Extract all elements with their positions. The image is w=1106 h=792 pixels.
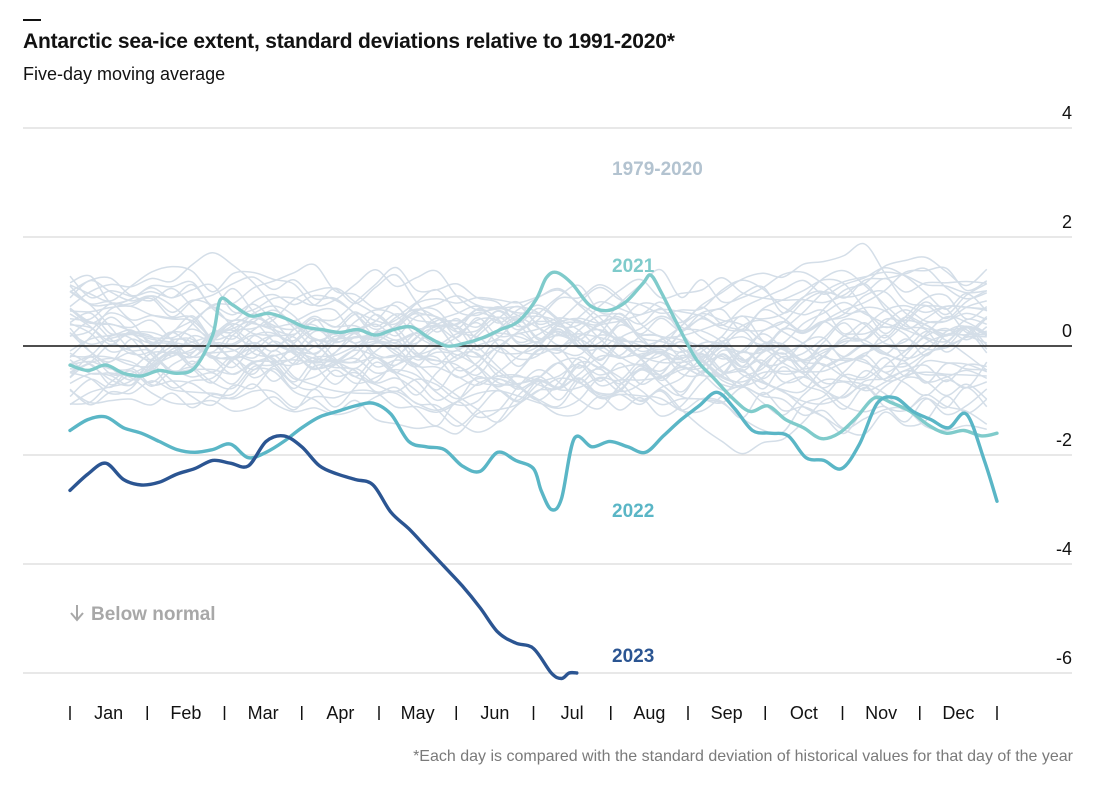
history-line xyxy=(69,279,988,416)
label-2021: 2021 xyxy=(612,256,655,277)
history-line xyxy=(69,353,988,416)
x-tick-label: Jul xyxy=(561,703,584,723)
series-labels: 1979-2020 2021 2022 2023 Below normal xyxy=(70,159,703,667)
label-2022: 2022 xyxy=(612,501,654,522)
history-line xyxy=(69,290,988,408)
gridlines xyxy=(23,127,1072,674)
x-tick-label: Feb xyxy=(170,703,201,723)
y-tick-label: -4 xyxy=(1056,539,1072,559)
y-tick-label: 0 xyxy=(1062,321,1072,341)
y-tick-labels: 4 2 0 -2 -4 -6 xyxy=(1056,103,1072,668)
annotation-text: Below normal xyxy=(91,604,216,625)
x-tick-label: Nov xyxy=(865,703,897,723)
x-tick-label: Sep xyxy=(711,703,743,723)
history-line xyxy=(69,329,987,432)
history-line xyxy=(69,242,987,362)
x-tick-label: Aug xyxy=(633,703,665,723)
history-line xyxy=(69,278,988,387)
footnote: *Each day is compared with the standard … xyxy=(413,748,1073,765)
x-tick-label: Apr xyxy=(326,703,354,723)
y-tick-label: 4 xyxy=(1062,103,1072,123)
y-tick-label: 2 xyxy=(1062,212,1072,232)
series-line-2021 xyxy=(68,270,999,441)
x-tick-label: Oct xyxy=(790,703,818,723)
y-tick-label: -6 xyxy=(1056,648,1072,668)
history-line xyxy=(69,304,987,405)
history-line xyxy=(69,271,987,387)
history-line xyxy=(69,319,988,401)
x-axis: Jan Feb Mar Apr May Jun Jul Aug Sep Oct Nov Dec xyxy=(69,703,998,723)
below-normal-annotation: Below normal xyxy=(70,604,216,625)
chart-subtitle: Five-day moving average xyxy=(23,64,226,84)
x-tick-label: Jan xyxy=(94,703,123,723)
y-tick-label: -2 xyxy=(1056,430,1072,450)
x-tick-label: Jun xyxy=(480,703,509,723)
x-tick-label: May xyxy=(401,703,435,723)
history-label: 1979-2020 xyxy=(612,159,703,180)
series-line-2022 xyxy=(68,390,999,512)
history-line xyxy=(69,290,988,390)
series-lines xyxy=(68,270,999,681)
history-line xyxy=(69,266,988,388)
history-line xyxy=(69,303,987,435)
label-2023: 2023 xyxy=(612,646,654,667)
x-tick-label: Mar xyxy=(248,703,279,723)
history-line xyxy=(69,277,987,375)
historical-lines xyxy=(69,242,988,455)
series-line-2023 xyxy=(68,433,579,681)
x-tick-label: Dec xyxy=(942,703,974,723)
history-line xyxy=(69,263,988,387)
down-arrow-head-icon xyxy=(70,612,84,622)
chart-title: Antarctic sea-ice extent, standard devia… xyxy=(23,30,675,53)
header-rule xyxy=(23,19,41,21)
